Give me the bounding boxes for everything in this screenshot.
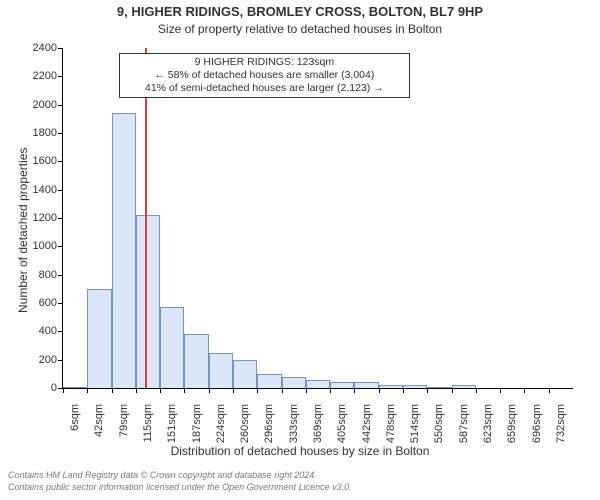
- y-tick: [58, 133, 63, 134]
- y-tick-label: 600: [21, 297, 57, 309]
- y-tick: [58, 161, 63, 162]
- annotation-box: 9 HIGHER RIDINGS: 123sqm← 58% of detache…: [119, 53, 410, 98]
- y-tick-label: 0: [21, 382, 57, 394]
- y-tick-label: 200: [21, 354, 57, 366]
- histogram-bar: [257, 374, 281, 388]
- histogram-bar: [330, 382, 354, 388]
- x-tick: [403, 388, 404, 393]
- plot-area: 0200400600800100012001400160018002000220…: [62, 48, 573, 389]
- histogram-bar: [160, 307, 184, 388]
- y-tick-label: 2400: [21, 42, 57, 54]
- histogram-bar: [184, 334, 208, 388]
- y-tick: [58, 331, 63, 332]
- x-tick: [136, 388, 137, 393]
- histogram-bar: [354, 382, 378, 388]
- y-tick-label: 2000: [21, 99, 57, 111]
- histogram-bar: [282, 377, 306, 388]
- y-tick: [58, 105, 63, 106]
- attribution-line-1: Contains HM Land Registry data © Crown c…: [8, 470, 317, 480]
- x-tick: [282, 388, 283, 393]
- x-tick: [330, 388, 331, 393]
- histogram-bar: [427, 387, 451, 388]
- chart-title-sub: Size of property relative to detached ho…: [0, 22, 600, 36]
- chart-title-main: 9, HIGHER RIDINGS, BROMLEY CROSS, BOLTON…: [0, 4, 600, 19]
- x-tick: [524, 388, 525, 393]
- y-axis-label: Number of detached properties: [16, 148, 30, 313]
- y-tick-label: 800: [21, 269, 57, 281]
- y-tick-label: 2200: [21, 70, 57, 82]
- x-tick: [233, 388, 234, 393]
- property-marker-line: [145, 48, 147, 388]
- y-tick-label: 1600: [21, 155, 57, 167]
- x-tick: [209, 388, 210, 393]
- x-tick: [452, 388, 453, 393]
- y-tick: [58, 360, 63, 361]
- x-tick: [87, 388, 88, 393]
- y-tick-label: 400: [21, 325, 57, 337]
- annotation-line: 9 HIGHER RIDINGS: 123sqm: [124, 56, 405, 69]
- histogram-bar: [452, 385, 476, 388]
- histogram-bar: [403, 385, 427, 388]
- x-tick: [306, 388, 307, 393]
- histogram-bar: [136, 215, 160, 388]
- histogram-bar: [63, 387, 87, 388]
- y-tick-label: 1800: [21, 127, 57, 139]
- histogram-bar: [112, 113, 136, 388]
- histogram-bar: [233, 360, 257, 388]
- annotation-line: 41% of semi-detached houses are larger (…: [124, 82, 405, 95]
- y-tick: [58, 76, 63, 77]
- annotation-line: ← 58% of detached houses are smaller (3,…: [124, 69, 405, 82]
- x-tick: [427, 388, 428, 393]
- x-tick: [354, 388, 355, 393]
- histogram-bar: [379, 385, 403, 388]
- histogram-bar: [209, 353, 233, 388]
- y-tick: [58, 246, 63, 247]
- histogram-bar: [306, 380, 330, 389]
- y-tick-label: 1400: [21, 184, 57, 196]
- x-tick: [379, 388, 380, 393]
- chart-page: 9, HIGHER RIDINGS, BROMLEY CROSS, BOLTON…: [0, 0, 600, 500]
- y-tick: [58, 48, 63, 49]
- attribution-line-2: Contains public sector information licen…: [8, 482, 352, 492]
- y-tick-label: 1000: [21, 240, 57, 252]
- x-tick: [160, 388, 161, 393]
- histogram-bar: [87, 289, 111, 388]
- y-tick: [58, 303, 63, 304]
- x-tick: [476, 388, 477, 393]
- x-tick: [257, 388, 258, 393]
- y-tick: [58, 275, 63, 276]
- x-tick: [549, 388, 550, 393]
- x-tick: [112, 388, 113, 393]
- y-tick: [58, 190, 63, 191]
- x-tick: [500, 388, 501, 393]
- y-tick: [58, 218, 63, 219]
- x-tick: [63, 388, 64, 393]
- y-tick-label: 1200: [21, 212, 57, 224]
- x-axis-label: Distribution of detached houses by size …: [0, 444, 600, 458]
- x-tick: [184, 388, 185, 393]
